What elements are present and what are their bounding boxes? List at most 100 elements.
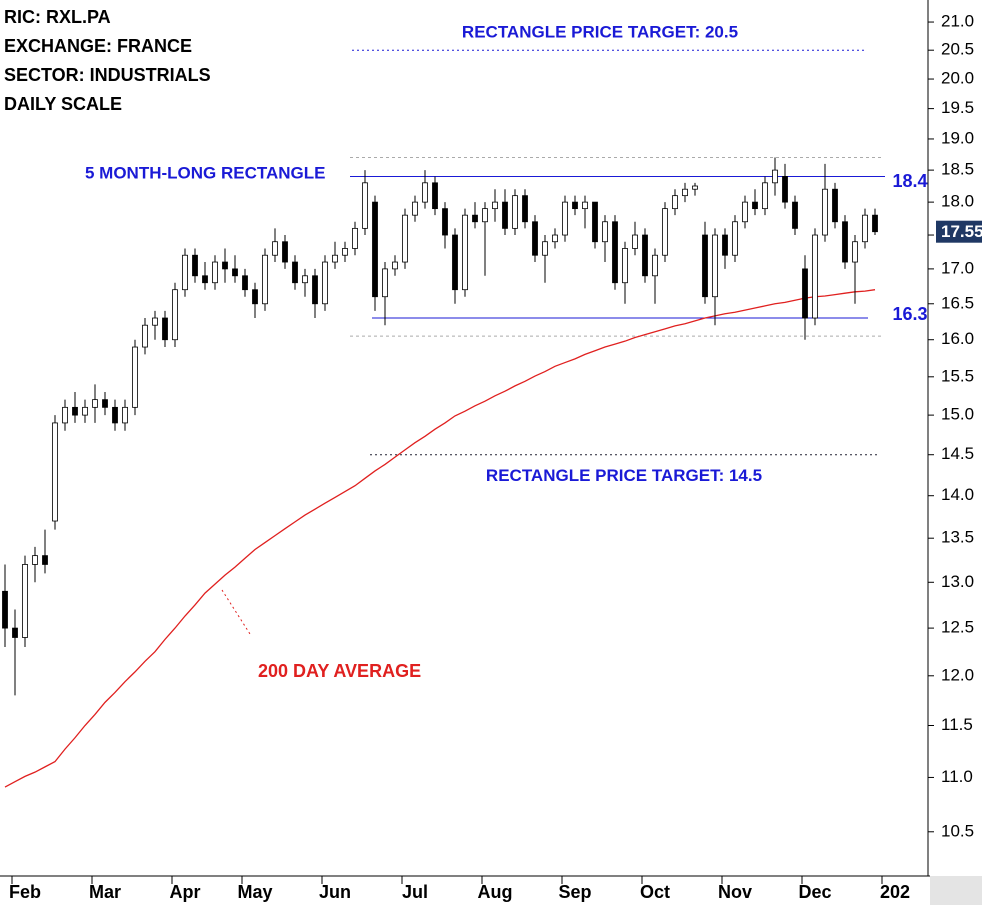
candle-body bbox=[662, 208, 668, 256]
candle-body bbox=[712, 234, 718, 298]
candle-body bbox=[362, 182, 368, 229]
y-tick-label: 18.0 bbox=[941, 192, 974, 211]
y-tick-label: 15.0 bbox=[941, 405, 974, 424]
candle-body bbox=[162, 317, 168, 341]
candle-body bbox=[842, 221, 848, 263]
ma-label: 200 DAY AVERAGE bbox=[258, 661, 421, 681]
candle-body bbox=[472, 214, 478, 223]
candle-body bbox=[742, 201, 748, 223]
candle-body bbox=[462, 214, 468, 291]
target-label: RECTANGLE PRICE TARGET: 20.5 bbox=[462, 23, 738, 42]
y-tick-label: 12.5 bbox=[941, 618, 974, 637]
candle-body bbox=[512, 195, 518, 229]
y-tick-label: 10.5 bbox=[941, 821, 974, 840]
x-tick-label: Apr bbox=[170, 882, 201, 902]
candle-body bbox=[652, 254, 658, 277]
x-tick-label: Mar bbox=[89, 882, 121, 902]
candle-body bbox=[552, 234, 558, 243]
x-tick-label: Sep bbox=[558, 882, 591, 902]
candle-body bbox=[422, 182, 428, 203]
candle-body bbox=[792, 201, 798, 229]
candle-body bbox=[292, 261, 298, 284]
candle-body bbox=[752, 201, 758, 210]
candle-body bbox=[252, 289, 258, 305]
candle-body bbox=[272, 241, 278, 256]
x-tick-label: Oct bbox=[640, 882, 670, 902]
candle-body bbox=[232, 268, 238, 277]
info-line: SECTOR: INDUSTRIALS bbox=[4, 65, 211, 85]
info-line: RIC: RXL.PA bbox=[4, 7, 111, 27]
corner-box bbox=[930, 876, 982, 905]
last-price-box bbox=[936, 220, 982, 243]
x-tick-label: Nov bbox=[718, 882, 752, 902]
y-tick-label: 16.5 bbox=[941, 293, 974, 312]
candle-body bbox=[482, 208, 488, 223]
candle-body bbox=[522, 195, 528, 223]
candle-body bbox=[502, 201, 508, 229]
y-tick-label: 15.5 bbox=[941, 366, 974, 385]
candle-body bbox=[222, 261, 228, 270]
candle-body bbox=[722, 234, 728, 256]
candle-body bbox=[572, 201, 578, 210]
candle-body bbox=[62, 406, 68, 424]
ma-pointer bbox=[221, 589, 251, 635]
candle-body bbox=[702, 234, 708, 298]
candle-body bbox=[172, 289, 178, 341]
x-tick-label: Feb bbox=[9, 882, 41, 902]
y-tick-label: 11.5 bbox=[941, 715, 973, 734]
y-tick-label: 13.0 bbox=[941, 572, 974, 591]
candle-body bbox=[152, 317, 158, 326]
candle-body bbox=[442, 208, 448, 236]
info-line: DAILY SCALE bbox=[4, 94, 122, 114]
x-tick-label: May bbox=[237, 882, 272, 902]
candle-body bbox=[352, 227, 358, 249]
candle-body bbox=[72, 406, 78, 416]
candle-body bbox=[312, 275, 318, 305]
y-tick-label: 20.5 bbox=[941, 40, 974, 59]
candle-body bbox=[602, 221, 608, 243]
candle-body bbox=[772, 169, 778, 184]
candle-body bbox=[412, 201, 418, 216]
last-price-label: 17.55 bbox=[941, 222, 982, 241]
x-tick-label: 202 bbox=[880, 882, 910, 902]
candle-body bbox=[582, 201, 588, 210]
y-tick-label: 14.5 bbox=[941, 444, 974, 463]
x-tick-label: Dec bbox=[798, 882, 831, 902]
candle-body bbox=[622, 248, 628, 284]
y-tick-label: 16.0 bbox=[941, 329, 974, 348]
target-label: RECTANGLE PRICE TARGET: 14.5 bbox=[486, 466, 762, 485]
candle-body bbox=[402, 214, 408, 263]
candle-body bbox=[802, 268, 808, 319]
candle-body bbox=[852, 241, 858, 263]
candle-body bbox=[542, 241, 548, 256]
candle-body bbox=[302, 275, 308, 284]
candle-body bbox=[562, 201, 568, 236]
candle-body bbox=[392, 261, 398, 270]
y-tick-label: 19.0 bbox=[941, 128, 974, 147]
candle-body bbox=[782, 176, 788, 203]
y-tick-label: 12.0 bbox=[941, 665, 974, 684]
rectangle-label: 18.4 bbox=[892, 171, 927, 191]
candle-body bbox=[192, 254, 198, 277]
rectangle-label: 16.3 bbox=[892, 304, 927, 324]
candle-body bbox=[632, 234, 638, 249]
y-tick-label: 11.0 bbox=[941, 767, 973, 786]
candle-body bbox=[372, 201, 378, 298]
y-tick-label: 21.0 bbox=[941, 12, 974, 31]
candle-body bbox=[452, 234, 458, 291]
candle-body bbox=[42, 555, 48, 565]
candle-body bbox=[132, 346, 138, 408]
candle-body bbox=[282, 241, 288, 263]
candle-body bbox=[342, 248, 348, 256]
candle-body bbox=[822, 188, 828, 236]
candle-body bbox=[12, 627, 18, 638]
candle-body bbox=[672, 195, 678, 210]
candle-body bbox=[322, 261, 328, 305]
y-tick-label: 18.5 bbox=[941, 160, 974, 179]
candle-body bbox=[122, 406, 128, 424]
candle-body bbox=[382, 268, 388, 298]
y-tick-label: 17.0 bbox=[941, 258, 974, 277]
x-tick-label: Jun bbox=[319, 882, 351, 902]
candle-body bbox=[832, 188, 838, 223]
